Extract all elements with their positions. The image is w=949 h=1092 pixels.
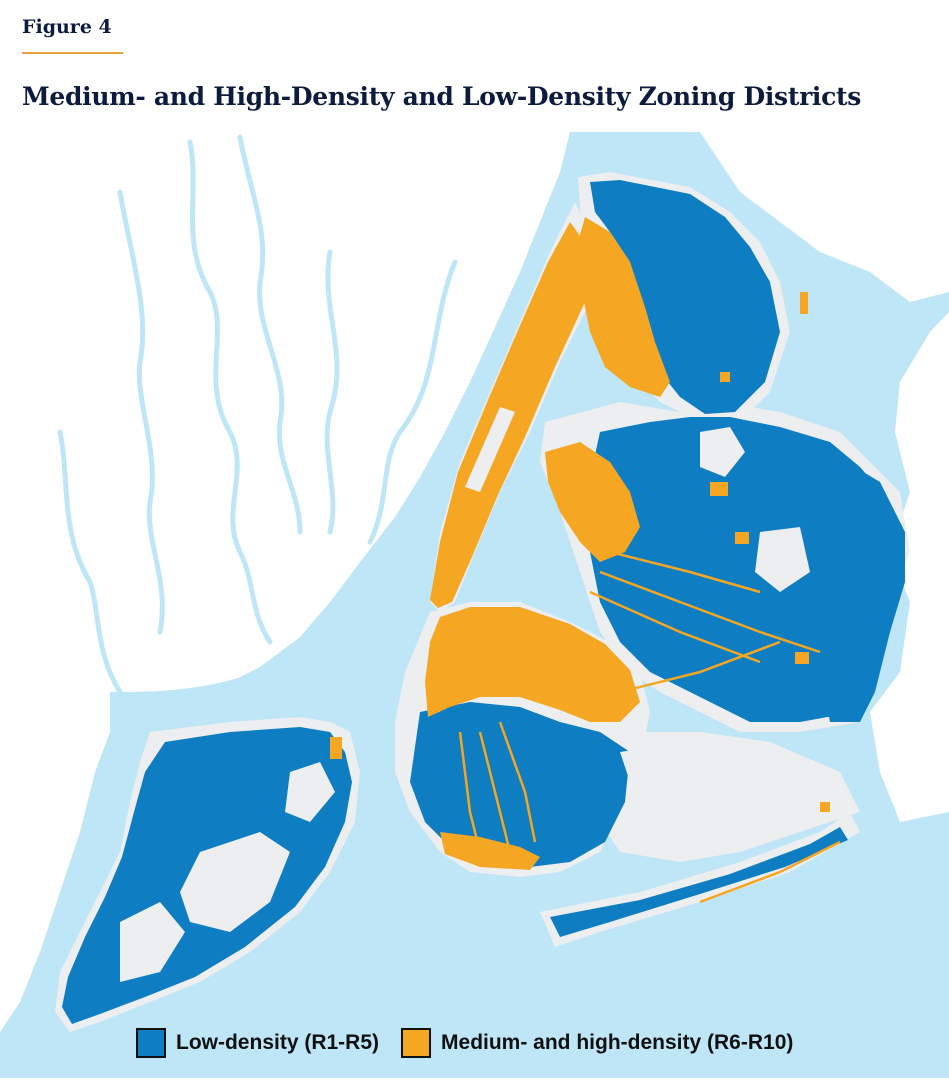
legend-label-low-density: Low-density (R1-R5) [176,1031,380,1054]
legend-swatch-low-density [136,1028,166,1058]
zoning-map [0,132,949,1078]
commercial-corridor-lines [458,550,841,904]
legend-label-medium-high-density: Medium- and high-density (R6-R10) [441,1031,794,1054]
map-legend: Low-density (R1-R5) Medium- and high-den… [136,1024,805,1062]
figure-label-underline [22,52,123,54]
nj-rivers [57,134,458,695]
central-park [465,407,515,492]
zoning-map-svg [0,132,949,1078]
figure-title: Medium- and High-Density and Low-Density… [22,82,862,111]
long-island-land [870,312,949,822]
parks-and-open-land [120,427,810,982]
figure-label: Figure 4 [22,16,112,38]
legend-swatch-medium-high-density [401,1028,432,1058]
westchester-land [700,132,949,302]
medium-high-density-areas [330,217,830,870]
